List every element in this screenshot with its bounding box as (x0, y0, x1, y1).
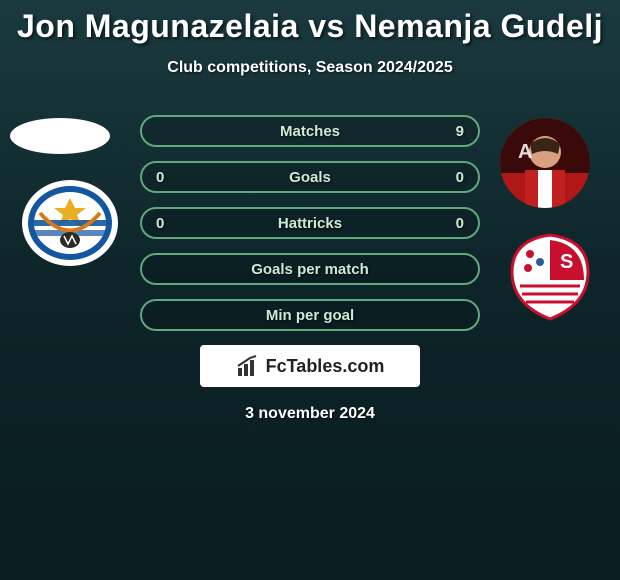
stat-label: Goals per match (251, 261, 369, 278)
stat-row-hattricks: 0 Hattricks 0 (140, 207, 480, 239)
stat-label: Hattricks (278, 215, 342, 232)
stat-left-value: 0 (156, 169, 164, 186)
stats-container: Matches 9 0 Goals 0 0 Hattricks 0 Goals … (0, 115, 620, 331)
stat-right-value: 9 (456, 123, 464, 140)
stat-row-goals-per-match: Goals per match (140, 253, 480, 285)
chart-icon (236, 354, 260, 378)
stat-label: Matches (280, 123, 340, 140)
stat-label: Goals (289, 169, 331, 186)
stat-row-matches: Matches 9 (140, 115, 480, 147)
subtitle: Club competitions, Season 2024/2025 (0, 59, 620, 77)
stat-label: Min per goal (266, 307, 354, 324)
stat-row-min-per-goal: Min per goal (140, 299, 480, 331)
stat-left-value: 0 (156, 215, 164, 232)
branding-banner[interactable]: FcTables.com (200, 345, 420, 387)
branding-text: FcTables.com (266, 356, 385, 377)
stat-row-goals: 0 Goals 0 (140, 161, 480, 193)
date-label: 3 november 2024 (0, 405, 620, 423)
stat-right-value: 0 (456, 215, 464, 232)
page-title: Jon Magunazelaia vs Nemanja Gudelj (0, 0, 620, 45)
stat-right-value: 0 (456, 169, 464, 186)
